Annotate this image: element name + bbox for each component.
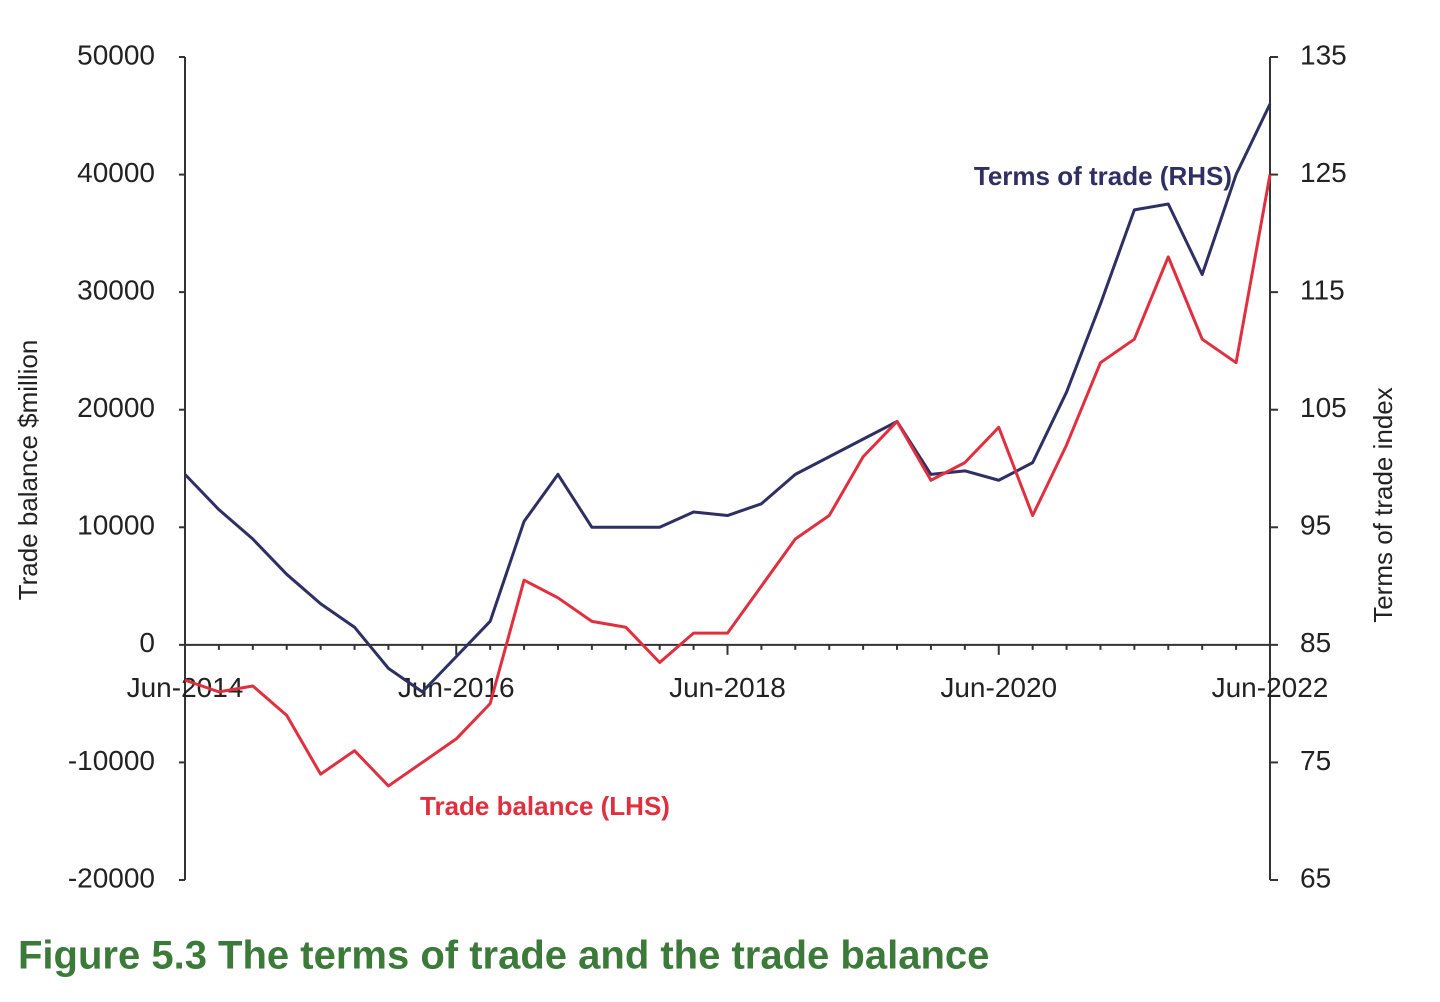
y-tick-label: 10000 (77, 510, 155, 541)
series-label: Trade balance (LHS) (420, 791, 670, 821)
x-tick-label: Jun-2020 (940, 672, 1057, 703)
y-tick-label: 50000 (77, 39, 155, 70)
y2-tick-label: 95 (1300, 510, 1331, 541)
y-tick-label: 30000 (77, 275, 155, 306)
x-tick-label: Jun-2014 (127, 672, 244, 703)
y-tick-label: 40000 (77, 157, 155, 188)
y2-tick-label: 65 (1300, 862, 1331, 893)
series-label: Terms of trade (RHS) (974, 161, 1232, 191)
y2-tick-label: 115 (1300, 275, 1345, 306)
y2-tick-label: 85 (1300, 627, 1331, 658)
y2-tick-label: 75 (1300, 745, 1331, 776)
chart-title: Figure 5.3 The terms of trade and the tr… (18, 934, 989, 978)
x-tick-label: Jun-2022 (1212, 672, 1329, 703)
y-tick-label: 0 (139, 627, 155, 658)
y2-axis-label: Terms of trade index (1368, 387, 1398, 623)
series-line (184, 174, 1272, 788)
y2-tick-label: 125 (1300, 157, 1347, 188)
y-tick-label: -20000 (68, 862, 155, 893)
y-tick-label: -10000 (68, 745, 155, 776)
y2-tick-label: 105 (1300, 392, 1347, 423)
series-line (183, 103, 1272, 694)
y2-tick-label: 135 (1300, 39, 1347, 70)
x-tick-label: Jun-2018 (669, 672, 786, 703)
y-axis-label: Trade balance $million (13, 340, 43, 601)
y-tick-label: 20000 (77, 392, 155, 423)
